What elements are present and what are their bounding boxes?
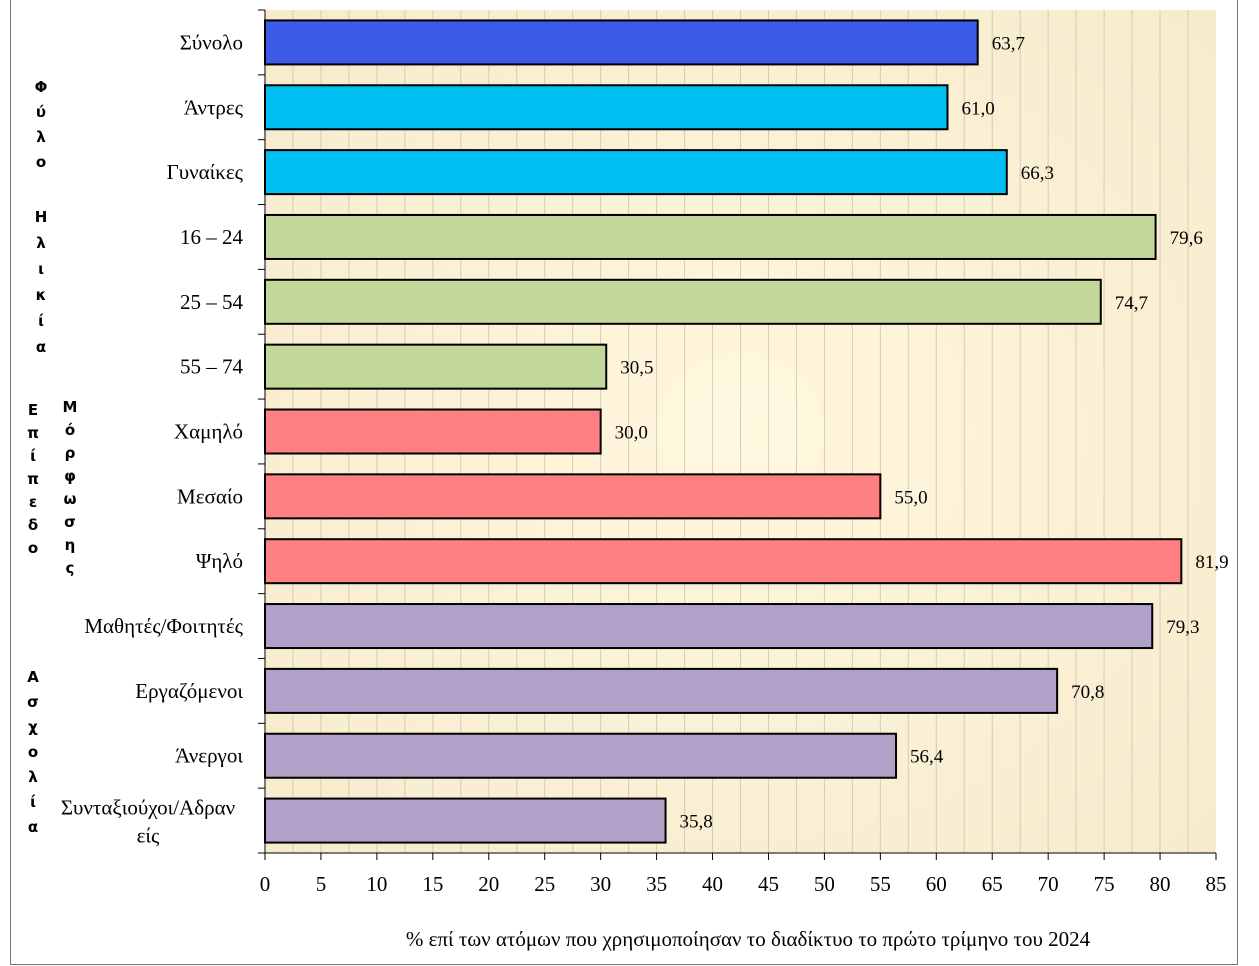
value-label: 35,8 bbox=[680, 812, 713, 833]
x-tick-label: 30 bbox=[590, 872, 611, 896]
x-tick-label: 55 bbox=[870, 872, 891, 896]
category-label: 16 – 24 bbox=[180, 225, 244, 249]
x-tick-label: 85 bbox=[1206, 872, 1227, 896]
value-label: 55,0 bbox=[894, 487, 927, 508]
bar bbox=[264, 149, 1008, 196]
x-tick-labels: 0 5 10 15 20 25 30 35 40 45 50 55 60 65 70 75 80 85 bbox=[260, 872, 1227, 896]
bar bbox=[264, 278, 1102, 325]
value-label: 30,0 bbox=[615, 423, 648, 444]
chart-frame bbox=[10, 0, 1238, 965]
category-label: 25 – 54 bbox=[180, 290, 244, 314]
category-label: Ψηλό bbox=[196, 549, 243, 573]
bars bbox=[264, 19, 1183, 844]
category-label: Μαθητές/Φοιτητές bbox=[84, 614, 243, 638]
bar bbox=[264, 19, 979, 66]
category-label: Συνταξιούχοι/Αδραν είς bbox=[61, 796, 235, 848]
value-label: 63,7 bbox=[992, 33, 1025, 54]
bar bbox=[264, 343, 608, 390]
value-label: 74,7 bbox=[1115, 293, 1148, 314]
bar bbox=[264, 84, 949, 131]
value-label: 70,8 bbox=[1071, 682, 1104, 703]
x-tick-label: 65 bbox=[982, 872, 1003, 896]
value-label: 79,6 bbox=[1170, 228, 1203, 249]
value-label: 30,5 bbox=[620, 358, 653, 379]
axes bbox=[258, 9, 1217, 860]
bar bbox=[264, 667, 1059, 714]
x-tick-label: 25 bbox=[534, 872, 555, 896]
bar bbox=[264, 473, 882, 520]
x-tick-label: 20 bbox=[478, 872, 499, 896]
category-label: Μεσαίο bbox=[177, 484, 243, 508]
x-tick-label: 35 bbox=[646, 872, 667, 896]
x-tick-label: 0 bbox=[260, 872, 271, 896]
x-tick-label: 75 bbox=[1094, 872, 1115, 896]
x-tick-label: 15 bbox=[422, 872, 443, 896]
bar bbox=[264, 603, 1154, 650]
x-tick-label: 50 bbox=[814, 872, 835, 896]
category-label: Γυναίκες bbox=[167, 160, 244, 184]
category-label: Άντρες bbox=[184, 95, 244, 119]
x-tick-label: 5 bbox=[316, 872, 327, 896]
x-tick-label: 80 bbox=[1150, 872, 1171, 896]
x-tick-label: 45 bbox=[758, 872, 779, 896]
category-label: Άνεργοι bbox=[175, 744, 243, 768]
category-label: Εργαζόμενοι bbox=[135, 679, 243, 703]
x-axis-title: % επί των ατόμων που χρησιμοποίησαν το δ… bbox=[406, 927, 1091, 951]
x-tick-label: 40 bbox=[702, 872, 723, 896]
category-label: 55 – 74 bbox=[180, 355, 244, 379]
category-label: Σύνολο bbox=[180, 30, 243, 54]
value-label: 56,4 bbox=[910, 747, 944, 768]
bar bbox=[264, 408, 602, 455]
bar bbox=[264, 213, 1157, 260]
value-label: 81,9 bbox=[1195, 552, 1228, 573]
value-label: 79,3 bbox=[1166, 617, 1199, 638]
value-labels: 63,7 61,0 66,3 79,6 74,7 30,5 30,0 55,0 81,9 79,3… bbox=[615, 33, 1229, 832]
x-tick-label: 70 bbox=[1038, 872, 1059, 896]
category-labels: Σύνολο Άντρες Γυναίκες 16 – 24 25 – 54 55 – 7… bbox=[61, 30, 244, 847]
bar bbox=[264, 732, 898, 779]
value-label: 66,3 bbox=[1021, 163, 1054, 184]
x-tick-label: 10 bbox=[366, 872, 387, 896]
category-label: Χαμηλό bbox=[174, 420, 243, 444]
x-tick-label: 60 bbox=[926, 872, 947, 896]
bar bbox=[264, 538, 1183, 585]
value-label: 61,0 bbox=[961, 98, 994, 119]
bar bbox=[264, 797, 667, 844]
